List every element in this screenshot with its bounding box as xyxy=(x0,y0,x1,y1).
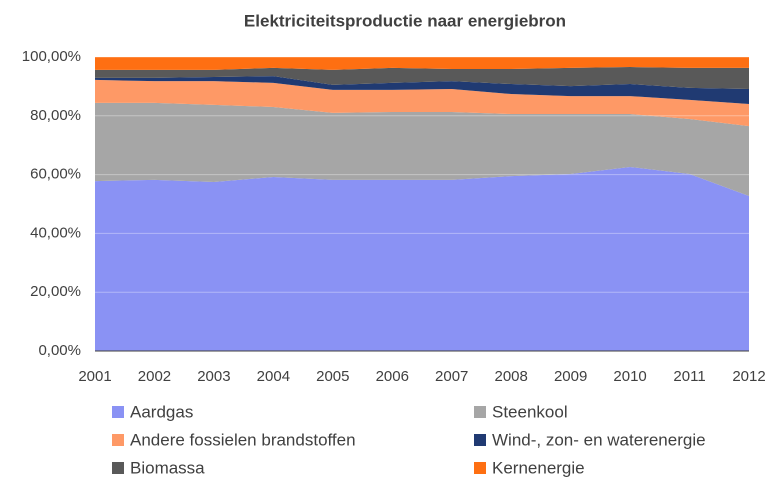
x-tick-label: 2006 xyxy=(376,368,409,385)
area xyxy=(95,76,749,105)
legend-swatch xyxy=(112,406,124,418)
legend-label: Kernenergie xyxy=(492,458,585,477)
y-tick-label: 100,00% xyxy=(22,48,81,65)
y-tick-label: 60,00% xyxy=(30,166,81,183)
x-tick-label: 2001 xyxy=(78,368,111,385)
x-tick-label: 2007 xyxy=(435,368,468,385)
x-tick-label: 2011 xyxy=(673,368,705,385)
legend-label: Andere fossielen brandstoffen xyxy=(130,430,356,449)
x-tick-label: 2004 xyxy=(257,368,290,385)
legend-swatch xyxy=(112,434,124,446)
legend-swatch xyxy=(112,462,124,474)
x-tick-label: 2010 xyxy=(613,368,646,385)
area xyxy=(95,66,749,90)
x-tick-label: 2009 xyxy=(554,368,587,385)
area xyxy=(95,79,749,127)
x-tick-label: 2012 xyxy=(732,368,765,385)
y-tick-label: 20,00% xyxy=(30,283,81,300)
y-tick-label: 80,00% xyxy=(30,107,81,124)
area xyxy=(95,102,749,197)
legend-swatch xyxy=(474,462,486,474)
area xyxy=(95,166,749,351)
x-tick-label: 2008 xyxy=(494,368,527,385)
x-tick-label: 2002 xyxy=(138,368,171,385)
legend-swatch xyxy=(474,406,486,418)
x-tick-label: 2005 xyxy=(316,368,349,385)
legend-label: Biomassa xyxy=(130,458,205,477)
y-tick-label: 40,00% xyxy=(30,224,81,241)
x-tick-label: 2003 xyxy=(197,368,230,385)
legend-swatch xyxy=(474,434,486,446)
legend-label: Aardgas xyxy=(130,402,193,421)
chart-title: Elektriciteitsproductie naar energiebron xyxy=(244,11,566,30)
legend-label: Wind-, zon- en waterenergie xyxy=(492,430,706,449)
y-tick-label: 0,00% xyxy=(38,342,81,359)
legend-label: Steenkool xyxy=(492,402,568,421)
area xyxy=(95,57,749,70)
